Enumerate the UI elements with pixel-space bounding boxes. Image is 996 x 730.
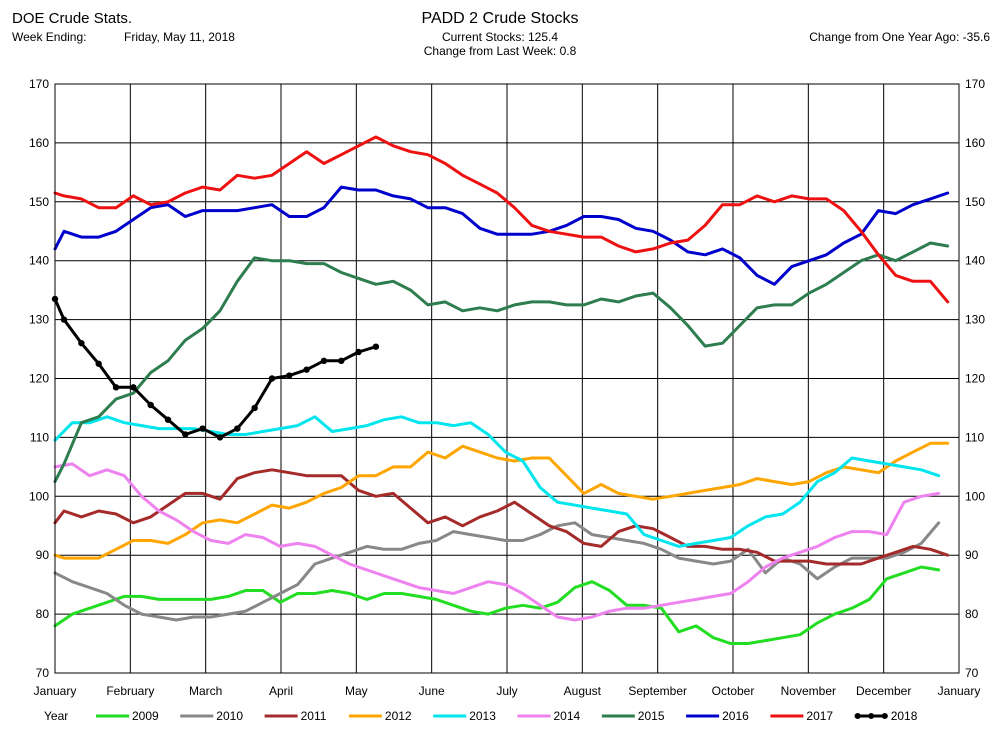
y-tick-label-left: 130	[29, 313, 49, 327]
x-tick-label: May	[345, 684, 368, 698]
y-tick-label-right: 70	[965, 666, 979, 680]
series-point-2018	[199, 425, 206, 432]
y-tick-label-left: 70	[36, 666, 50, 680]
series-point-2018	[112, 384, 120, 391]
legend-marker-2018	[868, 713, 875, 719]
x-tick-label: July	[496, 684, 517, 698]
x-tick-label: August	[564, 684, 602, 698]
y-tick-label-right: 140	[965, 254, 985, 268]
legend-label-2016: 2016	[722, 709, 749, 723]
x-tick-label: March	[189, 684, 222, 698]
y-tick-label-right: 100	[965, 489, 985, 503]
series-line-2016	[53, 185, 950, 286]
y-tick-label-left: 90	[36, 548, 50, 562]
y-tick-label-right: 150	[965, 195, 985, 209]
x-tick-label: January	[938, 684, 981, 698]
series-point-2018	[372, 343, 380, 350]
legend: Year 2009 2010 2011 2012 2013 2014 2015 2016 2017…	[44, 709, 918, 723]
y-tick-label-right: 160	[965, 136, 985, 150]
y-tick-label-left: 150	[29, 195, 49, 209]
series-line-2012	[53, 441, 950, 560]
y-tick-label-left: 140	[29, 254, 49, 268]
x-tick-label: December	[856, 684, 911, 698]
series-point-2018	[78, 339, 85, 347]
series-point-2018	[95, 360, 102, 367]
x-tick-label: November	[781, 684, 836, 698]
x-tick-label: January	[34, 684, 77, 698]
chart-title: PADD 2 Crude Stocks	[421, 10, 579, 27]
x-tick-label: October	[712, 684, 755, 698]
series-line-2015	[53, 241, 950, 484]
series-point-2018	[303, 366, 310, 373]
change-last-week: Change from Last Week: 0.8	[423, 44, 577, 58]
y-tick-label-right: 80	[965, 607, 979, 621]
change-one-year: Change from One Year Ago: -35.6	[809, 30, 990, 44]
current-stocks: Current Stocks: 125.4	[441, 30, 559, 44]
week-ending-label: Week Ending:	[12, 30, 87, 44]
series-point-2018	[338, 357, 345, 365]
y-tick-label-right: 120	[965, 372, 985, 386]
legend-label-2009: 2009	[132, 709, 159, 723]
x-tick-label: September	[628, 684, 687, 698]
x-tick-label: April	[269, 684, 293, 698]
week-ending-value: Friday, May 11, 2018	[124, 30, 235, 44]
series-point-2018	[60, 316, 68, 323]
series-point-2018	[216, 434, 224, 441]
series-point-2018	[320, 357, 328, 365]
series-point-2018	[182, 431, 189, 438]
legend-label-2011: 2011	[301, 709, 327, 723]
y-tick-label-right: 90	[965, 548, 979, 562]
plot-frame	[54, 83, 960, 674]
x-tick-label: June	[419, 684, 445, 698]
legend-marker-2018	[881, 713, 888, 719]
legend-label-2014: 2014	[554, 709, 581, 723]
y-tick-label-right: 130	[965, 313, 985, 327]
x-tick-label: February	[106, 684, 154, 698]
series-line-2018	[53, 297, 378, 439]
series-point-2018	[268, 375, 276, 382]
y-tick-label-left: 110	[30, 430, 49, 444]
legend-title: Year	[44, 709, 68, 723]
legend-label-2013: 2013	[469, 709, 496, 723]
legend-label-2012: 2012	[385, 709, 412, 723]
y-tick-label-right: 110	[965, 430, 984, 444]
series-layer	[51, 135, 950, 645]
series-point-2018	[234, 425, 241, 432]
series-line-2009	[53, 565, 941, 645]
series-line-2011	[53, 468, 950, 566]
y-tick-label-left: 120	[29, 372, 49, 386]
axes: 70 70 80 80 90 90 100 100 110 110 120 120 130 130 140 1…	[29, 77, 985, 698]
legend-label-2018: 2018	[891, 709, 918, 723]
legend-label-2010: 2010	[216, 709, 243, 723]
series-point-2018	[286, 372, 293, 379]
legend-marker-2018	[854, 713, 861, 719]
y-tick-label-left: 100	[29, 489, 49, 503]
series-point-2018	[147, 401, 154, 409]
series-line-2017	[53, 135, 950, 304]
y-tick-label-left: 170	[29, 77, 49, 91]
y-tick-label-right: 170	[965, 77, 985, 91]
series-point-2018	[164, 416, 172, 423]
legend-label-2017: 2017	[806, 709, 833, 723]
series-point-2018	[130, 384, 137, 391]
legend-label-2015: 2015	[638, 709, 665, 723]
series-point-2018	[355, 348, 362, 356]
y-tick-label-left: 80	[36, 607, 50, 621]
series-point-2018	[251, 404, 258, 412]
series-line-2014	[53, 462, 941, 622]
series-line-2010	[53, 521, 941, 622]
source-title: DOE Crude Stats.	[12, 10, 133, 27]
y-tick-label-left: 160	[29, 136, 49, 150]
